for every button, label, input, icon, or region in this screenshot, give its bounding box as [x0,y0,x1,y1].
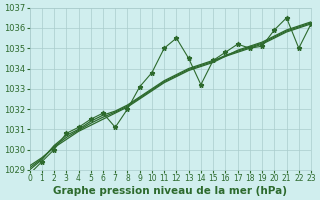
X-axis label: Graphe pression niveau de la mer (hPa): Graphe pression niveau de la mer (hPa) [53,186,287,196]
